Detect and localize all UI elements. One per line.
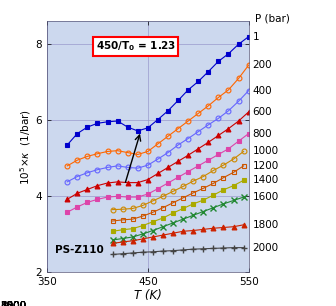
Text: 1: 1 <box>1 301 7 306</box>
Y-axis label: $10^5$$\times$$\kappa$  (1/bar): $10^5$$\times$$\kappa$ (1/bar) <box>18 109 33 185</box>
Text: 1800: 1800 <box>1 301 27 306</box>
Text: 2000: 2000 <box>1 301 27 306</box>
Text: 400: 400 <box>253 86 272 95</box>
Text: 200: 200 <box>1 301 20 306</box>
Text: 1200: 1200 <box>253 161 279 171</box>
X-axis label: T (K): T (K) <box>134 289 162 302</box>
Text: 800: 800 <box>253 129 272 139</box>
Text: 200: 200 <box>253 60 272 70</box>
Text: 1000: 1000 <box>1 301 27 306</box>
Text: 1: 1 <box>253 32 259 42</box>
Text: 600: 600 <box>1 301 20 306</box>
Text: PS-Z110: PS-Z110 <box>55 245 104 255</box>
Text: 1200: 1200 <box>1 301 27 306</box>
Text: 1600: 1600 <box>253 192 279 202</box>
Text: 600: 600 <box>253 107 272 117</box>
Text: 1000: 1000 <box>253 147 279 156</box>
Text: 1400: 1400 <box>1 301 27 306</box>
Text: 1600: 1600 <box>1 301 27 306</box>
Text: 1800: 1800 <box>253 220 279 230</box>
Text: 450/T$_\mathregular{0}$ = 1.23: 450/T$_\mathregular{0}$ = 1.23 <box>96 39 176 54</box>
Text: 2000: 2000 <box>253 243 279 253</box>
Text: 400: 400 <box>1 301 20 306</box>
Text: 800: 800 <box>1 301 20 306</box>
Text: P (bar): P (bar) <box>255 14 290 24</box>
Text: 1400: 1400 <box>253 175 279 185</box>
